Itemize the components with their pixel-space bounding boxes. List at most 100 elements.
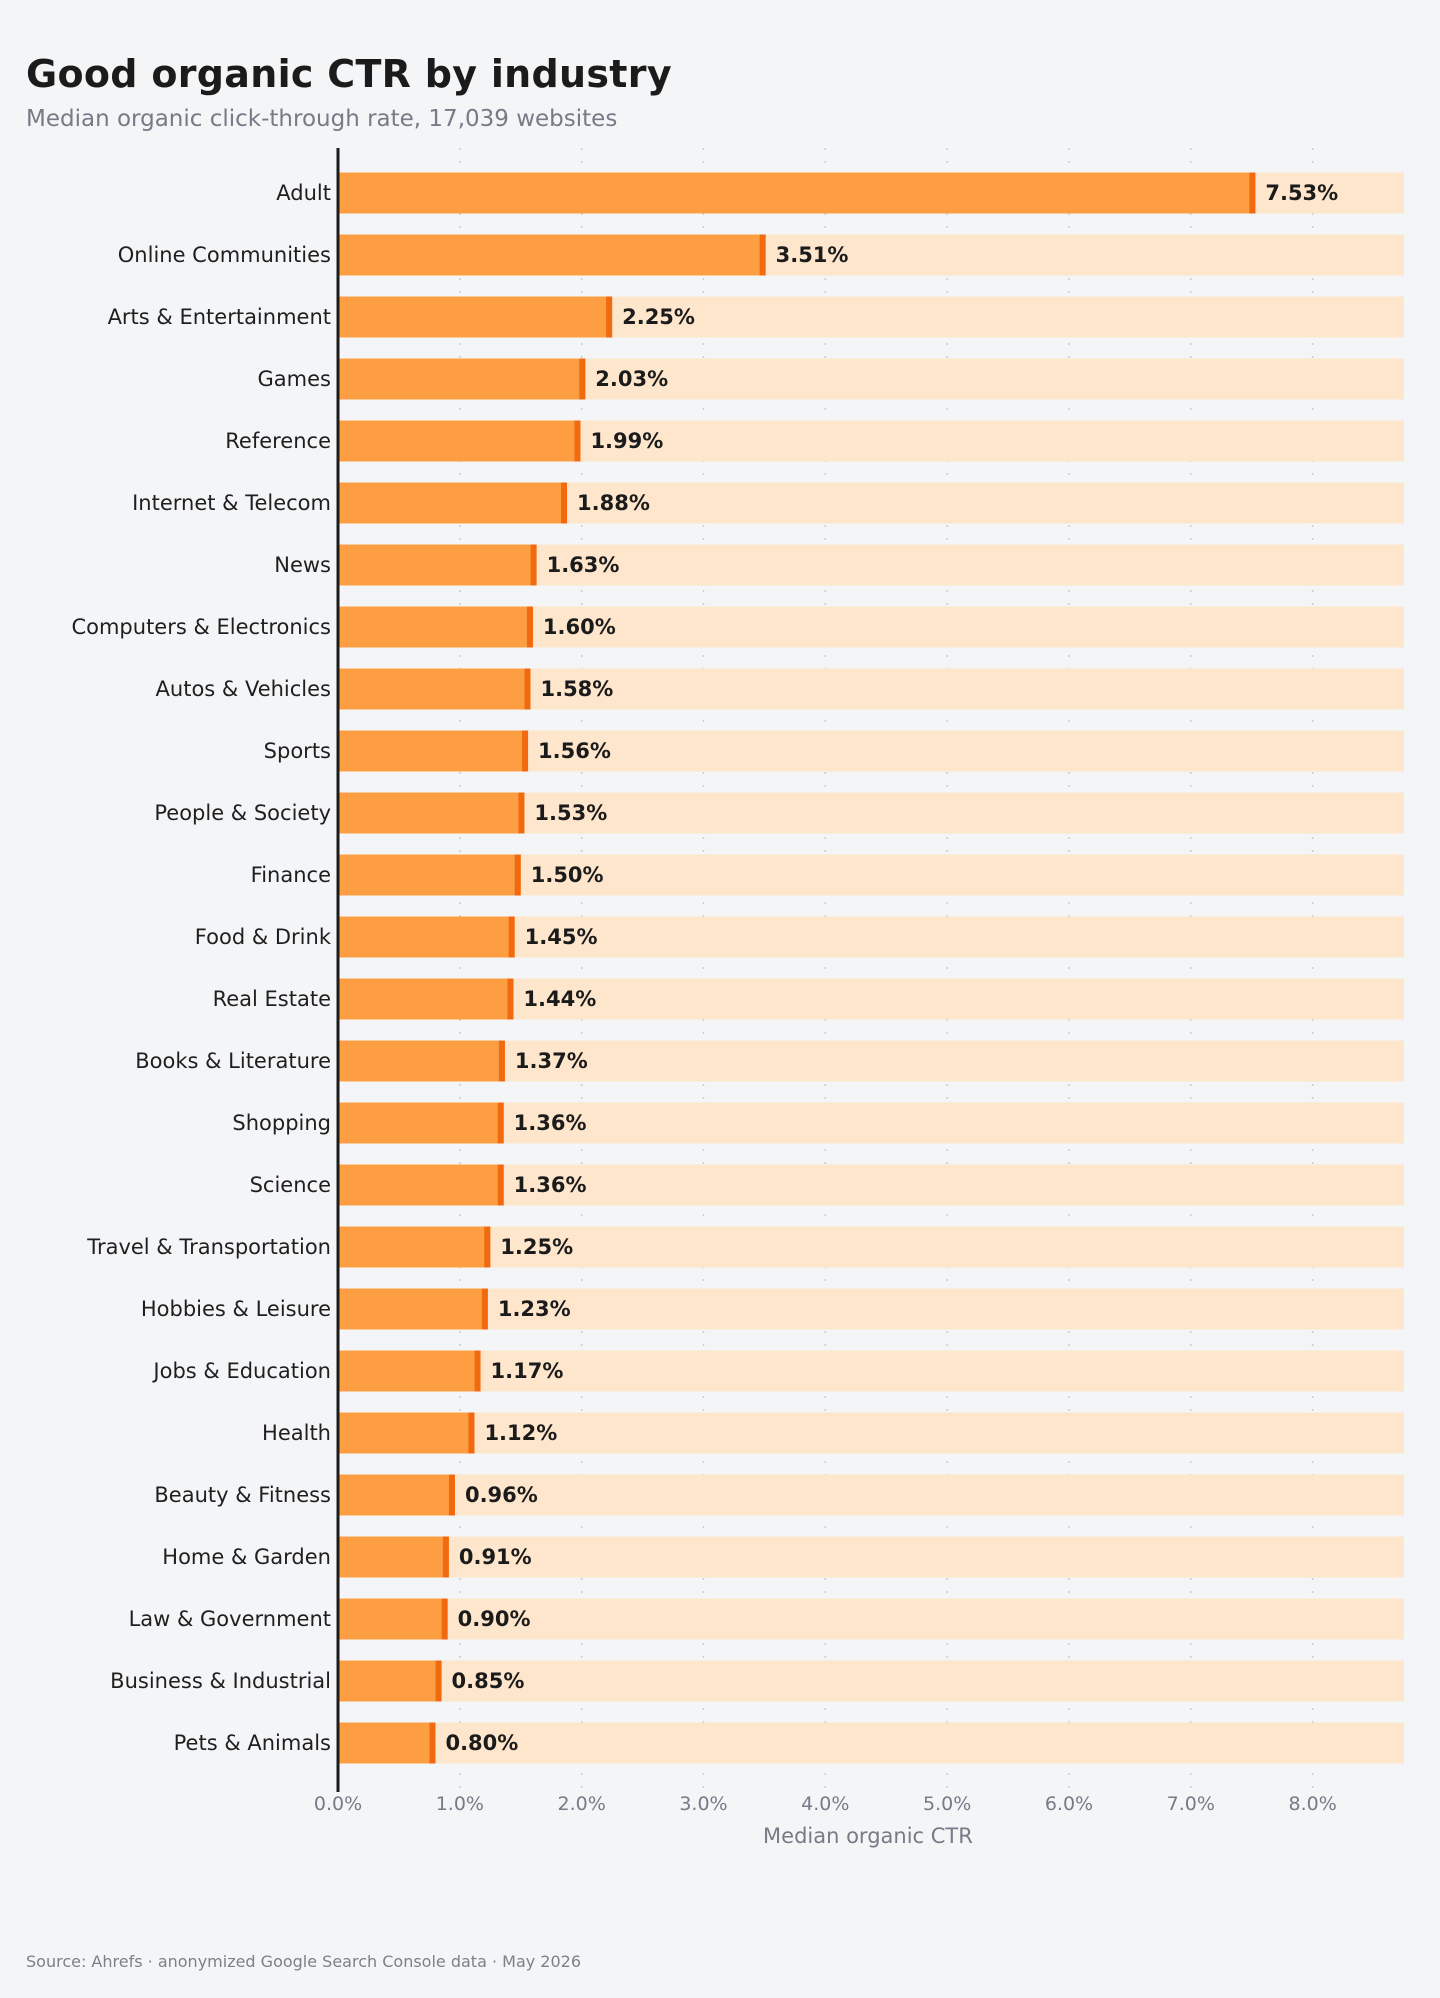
- bar-cap: [507, 978, 514, 1020]
- axis-layer: 0.0% 1.0% 2.0% 3.0% 4.0% 5.0% 6.0% 7.0% 8.0% Medi…: [314, 148, 1337, 1848]
- bar-track: [338, 1598, 1404, 1640]
- track-layer: [338, 172, 1404, 1764]
- value-label: 1.60%: [543, 615, 616, 639]
- bar-track: [338, 1040, 1404, 1082]
- x-tick-label: 6.0%: [1045, 1793, 1093, 1815]
- bar-track: [338, 1722, 1404, 1764]
- category-label: Home & Garden: [162, 1545, 331, 1569]
- bar: [338, 606, 533, 648]
- bar-cap: [759, 234, 766, 276]
- category-label: Science: [250, 1173, 331, 1197]
- value-label: 0.90%: [458, 1607, 531, 1631]
- bar-track: [338, 1288, 1404, 1330]
- value-label: 1.36%: [514, 1173, 587, 1197]
- bar-cap: [474, 1350, 481, 1392]
- bar-track: [338, 1350, 1404, 1392]
- bar: [338, 234, 766, 276]
- bar-cap: [514, 854, 521, 896]
- value-label: 1.63%: [547, 553, 620, 577]
- bar: [338, 296, 613, 338]
- category-label: Computers & Electronics: [71, 615, 331, 639]
- category-label: Arts & Entertainment: [108, 305, 331, 329]
- bar: [338, 420, 581, 462]
- bar-cap: [442, 1536, 449, 1578]
- bar: [338, 1288, 488, 1330]
- category-label: Pets & Animals: [174, 1731, 331, 1755]
- bar-cap: [530, 544, 537, 586]
- bar: [338, 482, 568, 524]
- label-layer: Adult 7.53% Online Communities 3.51% Arts & …: [71, 181, 1338, 1755]
- category-label: Autos & Vehicles: [156, 677, 331, 701]
- x-tick-label: 2.0%: [558, 1793, 606, 1815]
- bar-cap: [579, 358, 586, 400]
- category-label: Business & Industrial: [110, 1669, 331, 1693]
- x-tick-label: 1.0%: [436, 1793, 484, 1815]
- category-label: News: [274, 553, 331, 577]
- bar-cap: [481, 1288, 488, 1330]
- category-label: People & Society: [154, 801, 331, 825]
- bar: [338, 1598, 448, 1640]
- bar-cap: [498, 1040, 505, 1082]
- bar-track: [338, 1474, 1404, 1516]
- category-label: Internet & Telecom: [132, 491, 331, 515]
- value-label: 0.91%: [459, 1545, 532, 1569]
- category-label: Travel & Transportation: [86, 1235, 331, 1259]
- bar-cap: [497, 1102, 504, 1144]
- bar-track: [338, 1660, 1404, 1702]
- bar: [338, 1412, 475, 1454]
- bar-track: [338, 1102, 1404, 1144]
- category-label: Reference: [225, 429, 331, 453]
- bar: [338, 854, 521, 896]
- bar-track: [338, 1536, 1404, 1578]
- bar-cap: [518, 792, 525, 834]
- bar: [338, 1040, 505, 1082]
- chart-title: Good organic CTR by industry: [26, 52, 672, 96]
- bar-cap: [497, 1164, 504, 1206]
- value-label: 0.96%: [465, 1483, 538, 1507]
- value-label: 1.53%: [534, 801, 607, 825]
- bar-cap: [522, 730, 529, 772]
- bar: [338, 730, 529, 772]
- value-label: 1.12%: [484, 1421, 557, 1445]
- bar-track: [338, 978, 1404, 1020]
- value-label: 1.36%: [514, 1111, 587, 1135]
- chart-subtitle: Median organic click-through rate, 17,03…: [26, 106, 618, 132]
- x-tick-label: 7.0%: [1167, 1793, 1215, 1815]
- bar: [338, 916, 515, 958]
- bar-track: [338, 916, 1404, 958]
- bar: [338, 1102, 504, 1144]
- category-label: Law & Government: [129, 1607, 331, 1631]
- bar: [338, 172, 1256, 214]
- category-label: Real Estate: [213, 987, 331, 1011]
- bar: [338, 358, 586, 400]
- value-label: 1.45%: [525, 925, 598, 949]
- bar-cap: [574, 420, 581, 462]
- value-label: 1.58%: [540, 677, 613, 701]
- value-label: 2.25%: [622, 305, 695, 329]
- x-tick-label: 4.0%: [801, 1793, 849, 1815]
- category-label: Games: [258, 367, 331, 391]
- bar-track: [338, 1226, 1404, 1268]
- bar: [338, 1536, 449, 1578]
- bar: [338, 544, 537, 586]
- bar-cap: [435, 1660, 442, 1702]
- value-label: 1.56%: [538, 739, 611, 763]
- category-label: Hobbies & Leisure: [141, 1297, 331, 1321]
- value-label: 1.37%: [515, 1049, 588, 1073]
- category-label: Finance: [251, 863, 331, 887]
- category-label: Health: [262, 1421, 331, 1445]
- bar: [338, 1660, 442, 1702]
- bar-cap: [508, 916, 515, 958]
- category-label: Books & Literature: [135, 1049, 331, 1073]
- x-tick-label: 8.0%: [1288, 1793, 1336, 1815]
- bar-cap: [524, 668, 531, 710]
- value-label: 3.51%: [776, 243, 849, 267]
- value-label: 0.85%: [452, 1669, 525, 1693]
- x-tick-label: 0.0%: [314, 1793, 362, 1815]
- bar: [338, 1350, 481, 1392]
- bar-cap: [526, 606, 533, 648]
- bar-cap: [429, 1722, 436, 1764]
- value-label: 1.23%: [498, 1297, 571, 1321]
- value-label: 0.80%: [445, 1731, 518, 1755]
